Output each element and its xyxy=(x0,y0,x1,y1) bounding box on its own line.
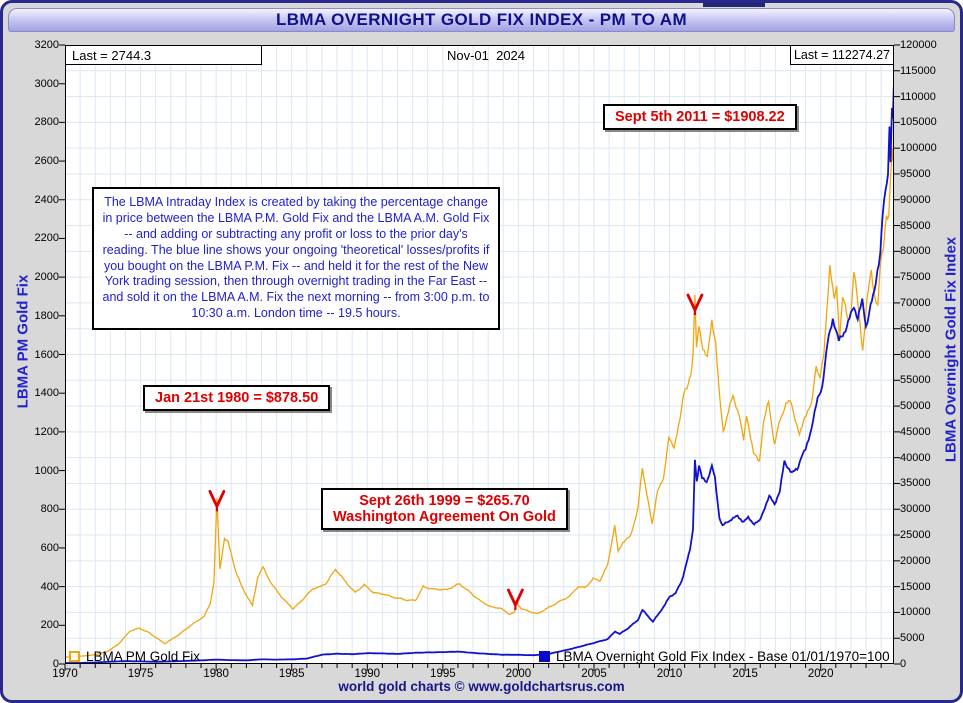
right-axis-tick-label: 25000 xyxy=(900,529,931,542)
title-bar: LBMA OVERNIGHT GOLD FIX INDEX - PM TO AM xyxy=(8,8,955,32)
x-axis-tick-label: 2005 xyxy=(581,668,607,680)
marker-arrow-icon xyxy=(686,293,704,312)
left-axis-tick-label: 3200 xyxy=(34,39,59,51)
right-axis-tick-label: 85000 xyxy=(900,219,931,232)
annotation-1999-line2: Washington Agreement On Gold xyxy=(333,509,556,525)
left-axis-tick-label: 0 xyxy=(52,658,59,670)
right-axis-tick-label: 60000 xyxy=(900,348,931,361)
left-axis-tick-label: 1000 xyxy=(34,464,59,477)
annotation-1980: Jan 21st 1980 = $878.50 xyxy=(143,385,331,411)
legend-item-overnight-index: LBMA Overnight Gold Fix Index - Base 01/… xyxy=(539,649,890,664)
annotation-1999-line1: Sept 26th 1999 = $265.70 xyxy=(359,493,530,509)
x-axis-tick-label: 1985 xyxy=(278,668,305,680)
x-axis-tick-label: 2010 xyxy=(656,668,683,680)
annotation-2011: Sept 5th 2011 = $1908.22 xyxy=(603,104,797,130)
right-axis-tick-label: 70000 xyxy=(900,296,931,309)
right-axis-tick-label: 10000 xyxy=(900,606,931,619)
explanation-box: The LBMA Intraday Index is created by ta… xyxy=(92,187,500,330)
right-axis-tick-label: 95000 xyxy=(900,167,931,180)
left-axis-tick-label: 2400 xyxy=(34,193,59,206)
right-axis-tick-label: 15000 xyxy=(900,580,931,593)
left-axis-tick-label: 2000 xyxy=(34,271,59,284)
marker-arrow-icon xyxy=(506,588,524,607)
right-axis-tick-label: 90000 xyxy=(900,193,931,206)
footer-credit[interactable]: world gold charts © www.goldchartsrus.co… xyxy=(338,679,625,694)
left-axis-tick-label: 400 xyxy=(40,580,59,593)
left-axis-tick-label: 1200 xyxy=(34,425,59,438)
x-axis-tick-label: 2000 xyxy=(505,668,532,680)
series-line-pm-gold xyxy=(66,136,893,658)
right-axis-tick-label: 0 xyxy=(900,658,907,670)
series-line-overnight-index xyxy=(66,85,893,663)
left-axis-tick-label: 3000 xyxy=(34,77,59,90)
annotation-1999: Sept 26th 1999 = $265.70 Washington Agre… xyxy=(321,488,568,530)
left-axis-tick-label: 2200 xyxy=(34,232,59,245)
left-axis-tick-label: 200 xyxy=(40,619,59,632)
right-axis-tick-label: 20000 xyxy=(900,554,931,567)
right-axis-tick-label: 40000 xyxy=(900,451,931,464)
right-axis-tick-label: 75000 xyxy=(900,271,931,284)
right-axis-tick-label: 30000 xyxy=(900,503,931,516)
top-tab-artifact xyxy=(703,3,765,7)
legend-overnight-label: LBMA Overnight Gold Fix Index - Base 01/… xyxy=(556,649,890,664)
x-axis-tick-label: 2020 xyxy=(807,668,834,680)
overnight-index-swatch-icon xyxy=(539,651,550,662)
pm-gold-fix-swatch-icon xyxy=(69,651,80,662)
left-axis-tick-label: 800 xyxy=(40,503,59,516)
right-axis-tick-label: 80000 xyxy=(900,245,931,258)
right-axis-title: LBMA Overnight Gold Fix Index xyxy=(942,236,960,463)
x-axis-tick-label: 1995 xyxy=(430,668,456,680)
chart-title: LBMA OVERNIGHT GOLD FIX INDEX - PM TO AM xyxy=(275,10,688,29)
right-axis-tick-label: 5000 xyxy=(900,632,925,645)
x-axis-tick-label: 1990 xyxy=(354,668,381,680)
left-axis-tick-label: 1600 xyxy=(34,348,59,361)
left-axis-tick-label: 1400 xyxy=(34,387,59,400)
legend-pm-label: LBMA PM Gold Fix xyxy=(86,649,201,664)
right-axis-tick-label: 55000 xyxy=(900,374,931,387)
right-axis-tick-label: 105000 xyxy=(900,116,937,129)
x-axis-tick-label: 1980 xyxy=(203,668,229,680)
right-axis-tick-label: 35000 xyxy=(900,477,931,490)
x-axis-tick-label: 2015 xyxy=(732,668,758,680)
legend-item-pm-gold-fix: LBMA PM Gold Fix xyxy=(69,649,200,664)
left-axis-tick-label: 1800 xyxy=(34,309,59,322)
marker-arrow-icon xyxy=(208,489,226,508)
as-of-date: Nov-01 2024 xyxy=(446,48,526,63)
last-value-right: Last = 112274.27 xyxy=(790,46,893,65)
x-axis-tick-label: 1975 xyxy=(127,668,154,680)
right-axis-tick-label: 110000 xyxy=(900,90,936,103)
right-axis-tick-label: 65000 xyxy=(900,322,931,335)
x-axis-tick-label: 1970 xyxy=(52,668,78,680)
left-axis-tick-label: 600 xyxy=(40,541,59,554)
chart-canvas xyxy=(59,44,900,671)
left-axis-tick-label: 2800 xyxy=(34,116,59,129)
right-axis-tick-label: 100000 xyxy=(900,142,937,155)
left-axis-tick-label: 2600 xyxy=(34,155,59,168)
right-axis-tick-label: 45000 xyxy=(900,425,931,438)
right-axis-tick-label: 50000 xyxy=(900,400,931,413)
right-axis-tick-label: 120000 xyxy=(900,39,937,51)
right-axis-tick-label: 115000 xyxy=(900,64,936,77)
last-value-left: Last = 2744.3 xyxy=(66,46,262,65)
